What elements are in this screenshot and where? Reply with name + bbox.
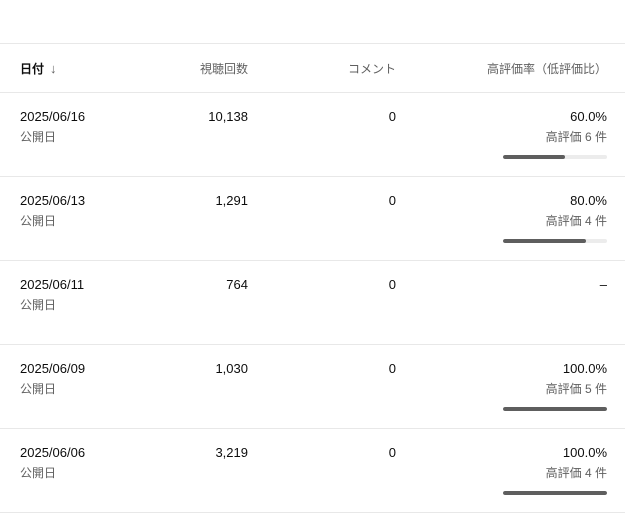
rating-cell: 60.0% 高評価 6 件: [396, 93, 625, 176]
comments-cell: 0: [388, 109, 396, 124]
rating-value: 100.0%: [562, 445, 607, 460]
date-cell: 2025/06/06 公開日: [0, 429, 160, 512]
column-header-date[interactable]: 日付 ↓: [0, 60, 160, 77]
column-header-rating[interactable]: 高評価率（低評価比）: [486, 61, 607, 76]
comments-cell: 0: [388, 193, 396, 208]
rating-value: 60.0%: [570, 109, 607, 124]
date-sublabel: 公開日: [20, 298, 57, 312]
date-value: 2025/06/11: [20, 277, 85, 292]
rating-bar-fill: [503, 239, 587, 243]
date-cell: 2025/06/09 公開日: [0, 345, 160, 428]
date-value: 2025/06/13: [20, 193, 86, 208]
date-cell: 2025/06/11 公開日: [0, 261, 160, 344]
comments-cell: 0: [388, 361, 396, 376]
column-header-comments[interactable]: コメント: [347, 61, 396, 76]
views-cell: 3,219: [215, 445, 248, 460]
rating-cell: 100.0% 高評価 5 件: [396, 345, 625, 428]
table-row: 2025/06/13 公開日 1,291 0 80.0% 高評価 4 件: [0, 177, 625, 261]
sort-descending-icon: ↓: [50, 60, 57, 76]
rating-bar: [503, 155, 607, 159]
rating-cell: –: [396, 261, 625, 344]
date-cell: 2025/06/13 公開日: [0, 177, 160, 260]
rating-sublabel: 高評価 6 件: [545, 130, 607, 144]
rating-sublabel: 高評価 4 件: [545, 214, 607, 228]
rating-cell: 80.0% 高評価 4 件: [396, 177, 625, 260]
rating-sublabel: 高評価 4 件: [545, 466, 607, 480]
column-header-views[interactable]: 視聴回数: [199, 61, 248, 76]
column-header-date-label: 日付: [20, 61, 45, 76]
rating-value: –: [599, 277, 607, 292]
date-sublabel: 公開日: [20, 382, 57, 396]
rating-value: 80.0%: [570, 193, 607, 208]
comments-cell: 0: [388, 445, 396, 460]
rating-value: 100.0%: [562, 361, 607, 376]
views-cell: 10,138: [208, 109, 248, 124]
views-cell: 1,030: [215, 361, 248, 376]
table-row: 2025/06/09 公開日 1,030 0 100.0% 高評価 5 件: [0, 345, 625, 429]
date-sublabel: 公開日: [20, 214, 57, 228]
comments-cell: 0: [388, 277, 396, 292]
rating-bar-fill: [503, 155, 566, 159]
rating-bar: [503, 491, 607, 495]
date-sublabel: 公開日: [20, 466, 57, 480]
rating-cell: 100.0% 高評価 4 件: [396, 429, 625, 512]
rating-bar: [503, 407, 607, 411]
table-row: 2025/06/16 公開日 10,138 0 60.0% 高評価 6 件: [0, 93, 625, 177]
date-value: 2025/06/06: [20, 445, 86, 460]
rating-bar-fill: [503, 491, 607, 495]
date-sublabel: 公開日: [20, 130, 57, 144]
views-cell: 1,291: [215, 193, 248, 208]
table-body: 2025/06/16 公開日 10,138 0 60.0% 高評価 6 件 20…: [0, 93, 625, 513]
rating-bar-fill: [503, 407, 607, 411]
date-cell: 2025/06/16 公開日: [0, 93, 160, 176]
table-row: 2025/06/06 公開日 3,219 0 100.0% 高評価 4 件: [0, 429, 625, 513]
rating-sublabel: 高評価 5 件: [545, 382, 607, 396]
views-cell: 764: [226, 277, 248, 292]
table-row: 2025/06/11 公開日 764 0 –: [0, 261, 625, 345]
table-header-row: 日付 ↓ 視聴回数 コメント 高評価率（低評価比）: [0, 43, 625, 93]
rating-bar: [503, 239, 607, 243]
date-value: 2025/06/16: [20, 109, 86, 124]
date-value: 2025/06/09: [20, 361, 86, 376]
